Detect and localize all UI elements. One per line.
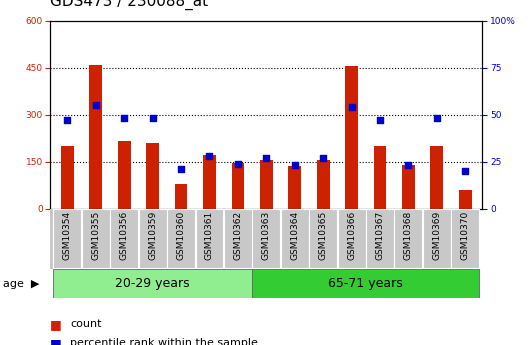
Bar [61, 146, 74, 209]
Bar [402, 165, 415, 209]
Bar [394, 209, 422, 268]
Text: GSM10365: GSM10365 [319, 210, 328, 260]
Point [205, 153, 214, 159]
Text: GSM10361: GSM10361 [205, 210, 214, 260]
Bar [374, 146, 386, 209]
Bar [224, 209, 252, 268]
Bar [423, 209, 450, 268]
Bar [82, 209, 110, 268]
Text: GSM10362: GSM10362 [233, 210, 242, 260]
Bar [196, 209, 224, 268]
Bar [90, 65, 102, 209]
Point [262, 155, 270, 161]
Point [148, 116, 157, 121]
Text: 20-29 years: 20-29 years [116, 277, 190, 290]
Bar [260, 160, 273, 209]
Point [177, 167, 186, 172]
Bar [252, 209, 280, 268]
Text: ■: ■ [50, 337, 62, 345]
Text: GSM10369: GSM10369 [432, 210, 441, 260]
Bar [232, 163, 244, 209]
Text: GSM10360: GSM10360 [176, 210, 186, 260]
Bar [281, 209, 308, 268]
Bar [175, 184, 188, 209]
Text: GSM10355: GSM10355 [91, 210, 100, 260]
Text: percentile rank within the sample: percentile rank within the sample [70, 338, 258, 345]
Point [376, 118, 384, 123]
Bar [118, 141, 130, 209]
Bar [317, 160, 330, 209]
Point [404, 163, 413, 168]
Point [432, 116, 441, 121]
Bar [459, 190, 472, 209]
Bar [252, 269, 480, 298]
Text: GSM10366: GSM10366 [347, 210, 356, 260]
Point [120, 116, 128, 121]
Text: 65-71 years: 65-71 years [329, 277, 403, 290]
Point [234, 161, 242, 166]
Bar [452, 209, 479, 268]
Bar [110, 209, 138, 268]
Bar [338, 209, 366, 268]
Text: count: count [70, 319, 102, 329]
Text: age  ▶: age ▶ [3, 279, 39, 289]
Text: GDS473 / 230088_at: GDS473 / 230088_at [50, 0, 208, 10]
Point [63, 118, 72, 123]
Point [92, 102, 100, 108]
Text: GSM10356: GSM10356 [120, 210, 129, 260]
Point [290, 163, 299, 168]
Bar [288, 166, 301, 209]
Text: GSM10368: GSM10368 [404, 210, 413, 260]
Text: GSM10364: GSM10364 [290, 210, 299, 260]
Bar [53, 269, 252, 298]
Text: GSM10363: GSM10363 [262, 210, 271, 260]
Bar [345, 66, 358, 209]
Text: GSM10354: GSM10354 [63, 210, 72, 260]
Bar [366, 209, 394, 268]
Text: GSM10370: GSM10370 [461, 210, 470, 260]
Text: ■: ■ [50, 318, 62, 331]
Point [347, 105, 356, 110]
Bar [167, 209, 195, 268]
Text: GSM10359: GSM10359 [148, 210, 157, 260]
Bar [309, 209, 337, 268]
Point [319, 155, 328, 161]
Bar [139, 209, 166, 268]
Bar [203, 156, 216, 209]
Point [461, 168, 470, 174]
Text: GSM10367: GSM10367 [375, 210, 384, 260]
Bar [54, 209, 81, 268]
Bar [146, 143, 159, 209]
Bar [430, 146, 443, 209]
